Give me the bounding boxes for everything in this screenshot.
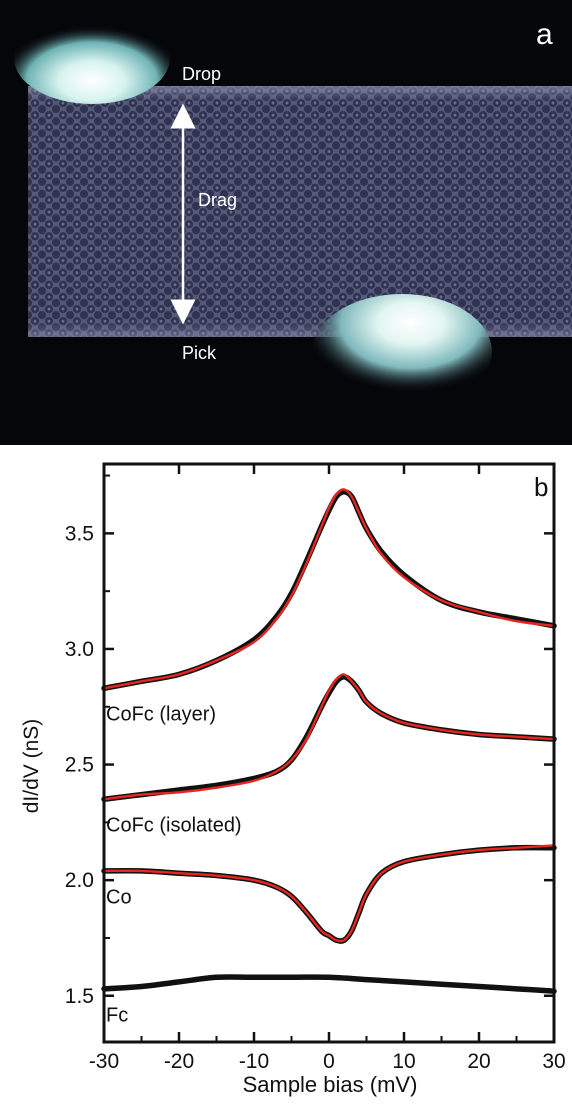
drop-label: Drop: [182, 64, 221, 84]
y-tick-label: 2.0: [65, 869, 94, 892]
molecular-film-edge: [28, 86, 572, 337]
x-tick-label: 30: [542, 1050, 565, 1073]
panel-label-a: a: [536, 18, 553, 51]
panel-label-b: b: [534, 472, 548, 502]
series-label-cofc-isolated: CoFc (isolated): [106, 815, 242, 837]
pick-label: Pick: [182, 343, 217, 363]
dropped-molecule-blob: [14, 12, 170, 104]
x-axis-label: Sample bias (mV): [243, 1072, 418, 1097]
y-axis-label: dI/dV (nS): [20, 719, 43, 814]
series-fit-cofc-isolated: [102, 673, 556, 801]
series-measured-fc: [101, 974, 557, 994]
y-tick-label: 3.0: [65, 638, 94, 661]
stm-image-panel: a Drop Drag Pick: [0, 0, 572, 445]
x-tick-label: 0: [323, 1050, 335, 1073]
x-tick-label: -20: [164, 1050, 194, 1073]
series-label-cofc-layer: CoFc (layer): [106, 704, 216, 726]
series-measured-cofc-isolated: [101, 673, 557, 802]
x-tick-label: -30: [89, 1050, 119, 1073]
series-label-co: Co: [106, 886, 132, 908]
x-tick-label: -10: [239, 1050, 269, 1073]
drag-label: Drag: [198, 190, 237, 210]
x-tick-label: 20: [467, 1050, 490, 1073]
x-tick-label: 10: [392, 1050, 415, 1073]
series-measured-co: [101, 844, 557, 944]
series-fit-cofc-layer: [102, 488, 556, 690]
y-tick-label: 3.5: [65, 522, 94, 545]
series-fit-co: [102, 844, 556, 943]
y-tick-label: 2.5: [65, 754, 94, 777]
series-label-fc: Fc: [106, 1004, 128, 1026]
plot-frame: [102, 462, 556, 1044]
series-measured-cofc-layer: [101, 488, 557, 692]
y-tick-label: 1.5: [65, 985, 94, 1008]
picked-molecule-blob: [312, 294, 492, 410]
spectra-chart: CoFc (layer) CoFc (isolated) Co Fc -30 -20 -10…: [20, 462, 566, 1097]
